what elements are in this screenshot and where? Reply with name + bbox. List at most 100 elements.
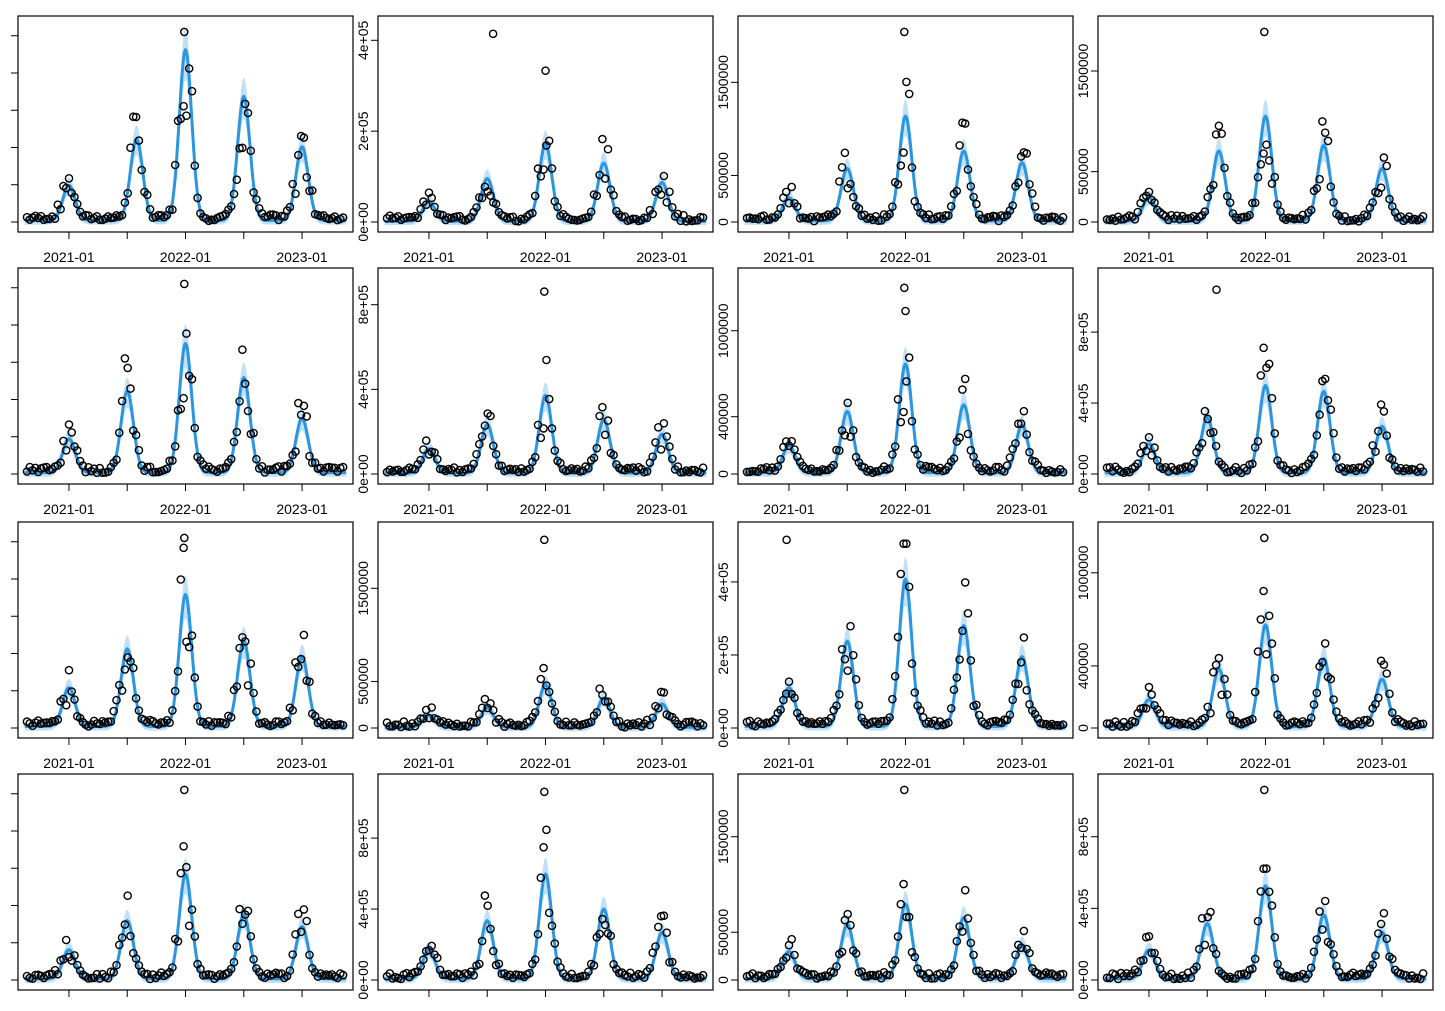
data-point xyxy=(288,706,298,715)
data-point xyxy=(1306,205,1316,215)
data-point xyxy=(1287,973,1296,983)
data-point xyxy=(533,929,543,939)
data-point xyxy=(609,450,618,460)
outlier-point xyxy=(900,283,909,293)
data-point xyxy=(829,460,839,470)
data-point xyxy=(221,719,230,729)
x-tick-label: 2022-01 xyxy=(520,501,572,517)
x-axis: 2021-01 2022-01 2023-01 xyxy=(1123,484,1408,517)
data-point xyxy=(1253,916,1263,926)
data-point xyxy=(53,461,63,470)
data-point xyxy=(307,186,317,195)
data-point xyxy=(1206,907,1215,917)
data-point xyxy=(1329,695,1338,704)
data-point xyxy=(1248,714,1257,724)
data-point xyxy=(1014,679,1023,689)
data-point xyxy=(170,686,180,696)
data-point xyxy=(514,970,523,980)
data-point xyxy=(547,164,557,173)
data-point xyxy=(226,201,236,211)
data-point xyxy=(416,204,425,214)
data-point xyxy=(888,450,897,459)
y-axis: 0e+00 4e+05 8e+05 xyxy=(1075,817,1098,1000)
data-point xyxy=(1312,935,1322,944)
outlier-point xyxy=(1260,785,1269,795)
data-point xyxy=(265,465,275,474)
data-point xyxy=(179,101,188,111)
data-point xyxy=(790,445,799,454)
data-point xyxy=(1019,633,1029,642)
data-point xyxy=(815,213,825,222)
data-point xyxy=(835,177,844,186)
data-point xyxy=(530,452,540,462)
y-axis: 0e+00 4e+05 8e+05 xyxy=(355,818,378,1000)
data-point xyxy=(696,212,705,222)
data-point xyxy=(117,933,127,943)
data-point xyxy=(405,212,414,222)
data-point xyxy=(896,161,906,170)
data-point xyxy=(1116,215,1126,224)
data-point xyxy=(240,99,250,109)
data-point xyxy=(327,463,337,473)
panel-10: 0 500000 1500000 2021-01 2022-01 2023-01 xyxy=(355,521,714,771)
data-point xyxy=(1298,969,1308,979)
data-point xyxy=(184,64,194,73)
data-point xyxy=(249,188,258,197)
data-point xyxy=(483,901,493,911)
data-point xyxy=(949,454,959,463)
data-point xyxy=(488,946,498,956)
data-point xyxy=(1130,717,1140,727)
data-point xyxy=(958,385,967,394)
data-point xyxy=(1042,213,1051,222)
y-axis xyxy=(11,541,18,729)
data-point xyxy=(1270,933,1280,942)
data-point xyxy=(835,446,844,455)
data-point xyxy=(832,962,841,971)
data-point xyxy=(1250,687,1260,697)
data-point xyxy=(1164,467,1173,476)
data-point xyxy=(1011,439,1020,448)
data-point xyxy=(977,466,987,476)
data-point xyxy=(137,165,146,175)
data-point xyxy=(491,199,501,209)
data-point xyxy=(168,963,177,972)
data-point xyxy=(1320,896,1330,906)
data-point xyxy=(840,430,850,440)
data-point xyxy=(1320,128,1330,137)
data-point xyxy=(539,843,548,852)
data-point xyxy=(190,423,200,433)
data-point xyxy=(168,706,177,715)
data-point xyxy=(95,215,104,224)
data-point xyxy=(148,467,158,477)
data-point xyxy=(1309,947,1319,957)
data-point xyxy=(240,637,250,646)
data-point xyxy=(170,160,180,170)
x-tick-label: 2021-01 xyxy=(763,249,815,265)
data-point xyxy=(1144,432,1154,442)
data-point xyxy=(1374,693,1383,703)
data-point xyxy=(1116,722,1126,731)
data-point xyxy=(1259,343,1268,353)
data-point xyxy=(544,136,554,146)
y-tick-label: 0e+00 xyxy=(1075,960,1091,1000)
x-tick-label: 2021-01 xyxy=(1123,249,1175,265)
outlier-point xyxy=(1260,533,1269,543)
data-point xyxy=(885,713,894,722)
data-point xyxy=(1385,194,1394,204)
data-point xyxy=(1326,940,1336,949)
data-point xyxy=(668,202,677,212)
data-point xyxy=(662,197,672,207)
data-point xyxy=(131,693,141,703)
data-point xyxy=(243,108,253,118)
data-point xyxy=(274,969,284,979)
data-point xyxy=(430,202,439,212)
data-point xyxy=(1248,964,1257,974)
data-point xyxy=(254,967,264,977)
data-point xyxy=(1002,210,1012,220)
outlier-point xyxy=(782,535,791,545)
data-point xyxy=(1273,959,1282,969)
data-point xyxy=(419,714,428,723)
data-point xyxy=(486,191,495,200)
data-point xyxy=(654,703,663,713)
data-point xyxy=(120,665,130,674)
